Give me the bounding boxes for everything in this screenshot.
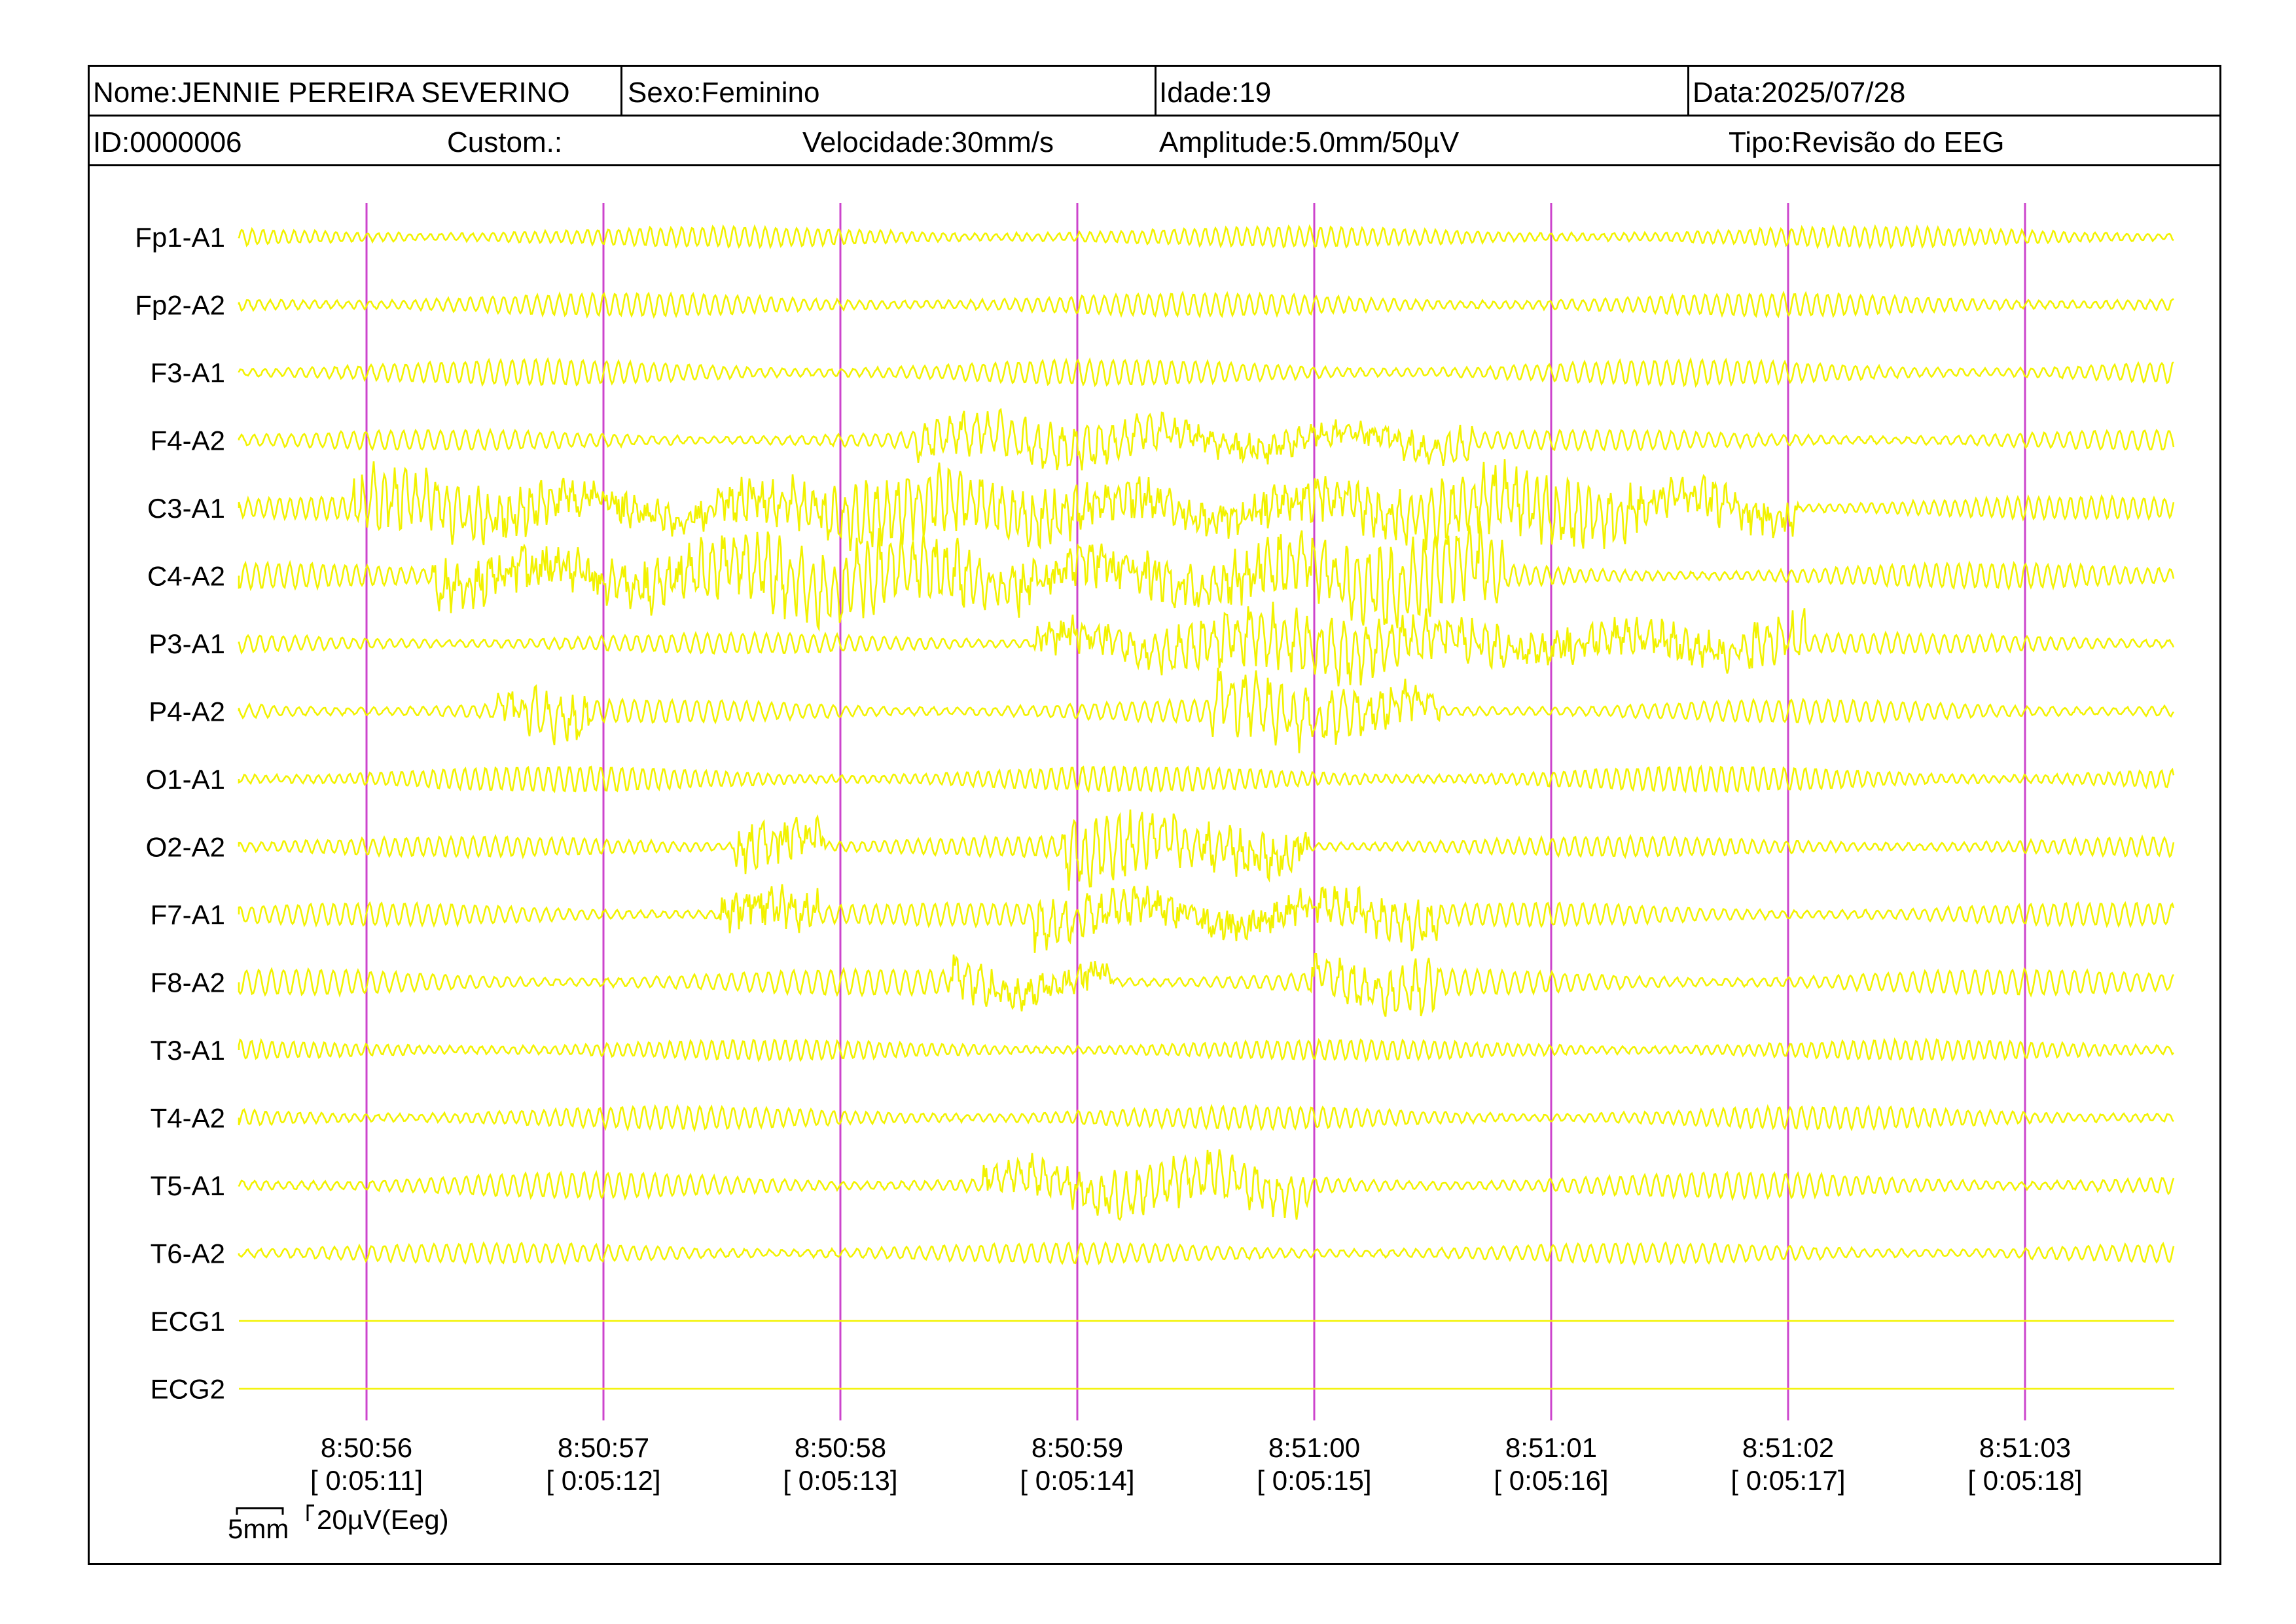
channel-label: T6-A2 xyxy=(151,1238,225,1269)
channel-label: ECG2 xyxy=(151,1374,225,1405)
time-tick-elapsed: [ 0:05:11] xyxy=(310,1465,423,1496)
channel-label: F8-A2 xyxy=(151,967,225,998)
channel-label: F3-A1 xyxy=(151,357,225,388)
channel-label: O1-A1 xyxy=(146,764,225,795)
time-tick-clock: 8:51:03 xyxy=(1979,1432,2071,1463)
channel-label: P4-A2 xyxy=(149,696,225,727)
eeg-report: Nome:JENNIE PEREIRA SEVERINO Sexo:Femini… xyxy=(88,65,2221,1565)
channel-label: C3-A1 xyxy=(147,493,225,524)
header-divider xyxy=(620,67,622,115)
channel-label: T3-A1 xyxy=(151,1035,225,1066)
channel-label: T5-A1 xyxy=(151,1170,225,1201)
custom-field: Custom.: xyxy=(447,126,563,158)
eeg-trace xyxy=(238,357,2174,388)
time-tick-elapsed: [ 0:05:14] xyxy=(1020,1465,1134,1496)
eeg-trace xyxy=(238,809,2175,891)
time-tick-elapsed: [ 0:05:13] xyxy=(783,1465,897,1496)
eeg-trace xyxy=(238,520,2175,632)
eeg-trace xyxy=(238,290,2174,319)
channel-label: F7-A1 xyxy=(151,899,225,930)
channel-label: Fp1-A1 xyxy=(135,222,225,253)
eeg-trace xyxy=(238,953,2175,1017)
eeg-trace xyxy=(238,1037,2174,1063)
header-divider xyxy=(1155,67,1157,115)
paper-speed: Velocidade:30mm/s xyxy=(802,126,1054,158)
scale-bar: 5mm 20µV(Eeg) xyxy=(228,1504,449,1544)
time-tick-clock: 8:50:59 xyxy=(1031,1432,1123,1463)
eeg-trace xyxy=(238,667,2175,753)
time-tick-elapsed: [ 0:05:17] xyxy=(1731,1465,1845,1496)
time-tick-clock: 8:50:58 xyxy=(795,1432,886,1463)
patient-age: Idade:19 xyxy=(1159,77,1272,109)
eeg-trace xyxy=(238,602,2175,687)
eeg-trace xyxy=(238,224,2174,250)
eeg-trace xyxy=(238,1104,2174,1132)
patient-id: ID:0000006 xyxy=(93,126,242,158)
eeg-trace xyxy=(238,1149,2175,1221)
review-type: Tipo:Revisão do EEG xyxy=(1729,126,2005,158)
time-tick-clock: 8:50:56 xyxy=(321,1432,412,1463)
time-tick-clock: 8:51:01 xyxy=(1505,1432,1597,1463)
time-tick-clock: 8:51:00 xyxy=(1268,1432,1360,1463)
patient-sex: Sexo:Feminino xyxy=(628,77,820,109)
time-scale-label: 5mm xyxy=(228,1513,289,1544)
amplitude-setting: Amplitude:5.0mm/50µV xyxy=(1159,126,1460,158)
eeg-trace xyxy=(238,408,2175,471)
eeg-trace xyxy=(238,1240,2175,1266)
time-tick-clock: 8:51:02 xyxy=(1742,1432,1834,1463)
time-tick-elapsed: [ 0:05:18] xyxy=(1967,1465,2082,1496)
time-tick-elapsed: [ 0:05:15] xyxy=(1257,1465,1371,1496)
channel-label: T4-A2 xyxy=(151,1103,225,1134)
time-tick-clock: 8:50:57 xyxy=(558,1432,649,1463)
channel-label: O2-A2 xyxy=(146,832,225,863)
time-tick-elapsed: [ 0:05:16] xyxy=(1494,1465,1608,1496)
eeg-trace xyxy=(238,765,2175,793)
time-scale-bracket xyxy=(236,1507,284,1515)
amplitude-scale-bracket xyxy=(306,1504,314,1521)
eeg-trace xyxy=(238,884,2175,953)
exam-date: Data:2025/07/28 xyxy=(1693,77,1906,109)
eeg-trace xyxy=(238,459,2175,552)
channel-label: C4-A2 xyxy=(147,561,225,592)
channel-label: F4-A2 xyxy=(151,425,225,456)
time-tick-elapsed: [ 0:05:12] xyxy=(546,1465,660,1496)
patient-name: Nome:JENNIE PEREIRA SEVERINO xyxy=(93,77,570,109)
header-divider xyxy=(1687,67,1689,115)
header-row-patient: Nome:JENNIE PEREIRA SEVERINO Sexo:Femini… xyxy=(90,67,2219,117)
amplitude-scale-label: 20µV(Eeg) xyxy=(317,1504,449,1535)
channel-label: Fp2-A2 xyxy=(135,290,225,321)
channel-label: ECG1 xyxy=(151,1306,225,1337)
header-row-settings: ID:0000006 Custom.: Velocidade:30mm/s Am… xyxy=(90,117,2219,166)
channel-label: P3-A1 xyxy=(149,628,225,659)
